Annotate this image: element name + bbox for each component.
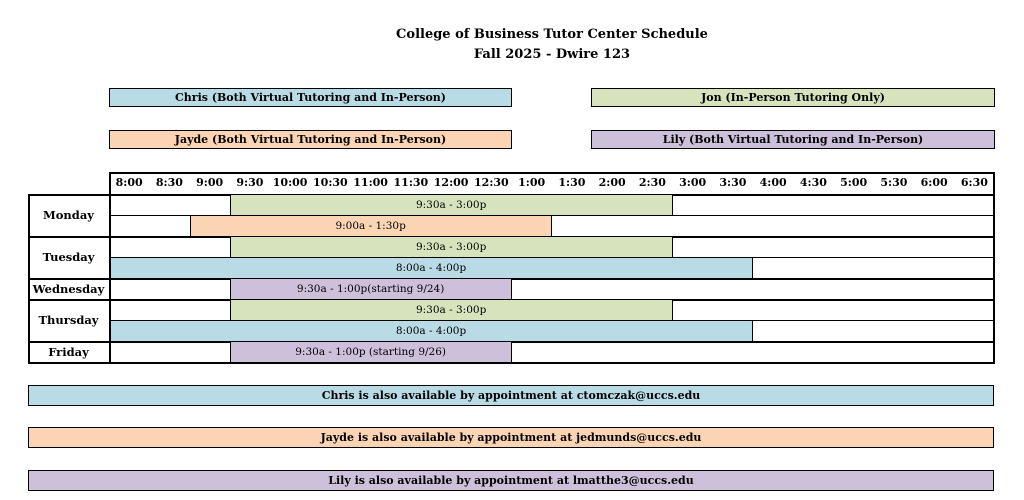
shift-bar-chris: 8:00a - 4:00p <box>109 257 753 279</box>
schedule-grid: 8:00 8:30 9:00 9:30 10:00 10:30 11:00 11:30 12:0… <box>28 172 995 364</box>
day-label: Tuesday <box>42 250 95 264</box>
grid-line <box>993 341 995 362</box>
time-slot-label: 6:00 <box>920 176 948 189</box>
grid-line <box>28 194 30 236</box>
grid-line <box>993 172 995 194</box>
appointment-lily: Lily is also available by appointment at… <box>28 470 994 491</box>
grid-line <box>109 236 111 278</box>
grid-line <box>28 236 30 278</box>
shift-bar-jon: 9:30a - 3:00p <box>229 299 673 321</box>
shift-bar-jon: 9:30a - 3:00p <box>229 194 673 216</box>
grid-line <box>993 278 995 299</box>
grid-line <box>109 172 111 194</box>
time-slot-label: 6:30 <box>960 176 988 189</box>
grid-line <box>109 320 995 321</box>
time-slot-label: 12:00 <box>433 176 469 189</box>
time-slot-label: 2:30 <box>638 176 666 189</box>
time-slot-label: 9:30 <box>236 176 264 189</box>
time-slot-label: 1:30 <box>558 176 586 189</box>
grid-line <box>109 172 995 174</box>
day-label: Wednesday <box>32 281 105 296</box>
page-subtitle: Fall 2025 - Dwire 123 <box>473 47 631 62</box>
grid-line <box>109 215 995 216</box>
shift-bar-lily: 9:30a - 1:00p(starting 9/24) <box>229 278 512 300</box>
grid-line <box>28 362 995 364</box>
time-slot-label: 11:30 <box>393 176 429 189</box>
grid-line <box>28 278 30 299</box>
grid-line <box>993 299 995 341</box>
time-slot-label: 5:30 <box>880 176 908 189</box>
day-label: Monday <box>43 208 94 222</box>
grid-line <box>109 194 111 236</box>
appointment-jayde: Jayde is also available by appointment a… <box>28 427 994 448</box>
time-slot-label: 10:30 <box>313 176 348 189</box>
grid-line <box>109 299 111 341</box>
page-title: College of Business Tutor Center Schedul… <box>396 27 708 42</box>
time-slot-label: 5:00 <box>840 176 868 189</box>
legend-lily: Lily (Both Virtual Tutoring and In-Perso… <box>591 130 995 149</box>
time-slot-label: 8:30 <box>155 176 183 189</box>
shift-bar-lily: 9:30a - 1:00p (starting 9/26) <box>229 341 512 363</box>
shift-bar-jon: 9:30a - 3:00p <box>229 236 673 258</box>
grid-line <box>109 278 111 299</box>
grid-line <box>28 299 30 341</box>
grid-line <box>109 257 995 258</box>
time-slot-label: 2:00 <box>598 176 626 189</box>
time-slot-label: 10:00 <box>272 176 308 189</box>
time-slot-label: 8:00 <box>115 176 143 189</box>
time-slot-label: 1:00 <box>518 176 546 189</box>
grid-line <box>28 341 30 362</box>
legend-jayde: Jayde (Both Virtual Tutoring and In-Pers… <box>109 130 512 149</box>
shift-bar-chris: 8:00a - 4:00p <box>109 320 753 342</box>
day-label: Friday <box>48 344 89 359</box>
grid-line <box>993 236 995 278</box>
time-slot-label: 11:00 <box>353 176 388 189</box>
grid-line <box>109 341 111 362</box>
time-slot-label: 4:30 <box>799 176 827 189</box>
time-slot-label: 9:00 <box>196 176 224 189</box>
legend-jon: Jon (In-Person Tutoring Only) <box>591 88 995 107</box>
legend-chris: Chris (Both Virtual Tutoring and In-Pers… <box>109 88 512 107</box>
grid-line <box>993 194 995 236</box>
shift-bar-jayde: 9:00a - 1:30p <box>189 215 552 237</box>
time-slot-label: 3:30 <box>719 176 747 189</box>
appointment-chris: Chris is also available by appointment a… <box>28 385 994 406</box>
time-slot-label: 3:00 <box>679 176 707 189</box>
day-label: Thursday <box>38 313 99 327</box>
time-slot-label: 4:00 <box>759 176 787 189</box>
time-slot-label: 12:30 <box>474 176 509 189</box>
